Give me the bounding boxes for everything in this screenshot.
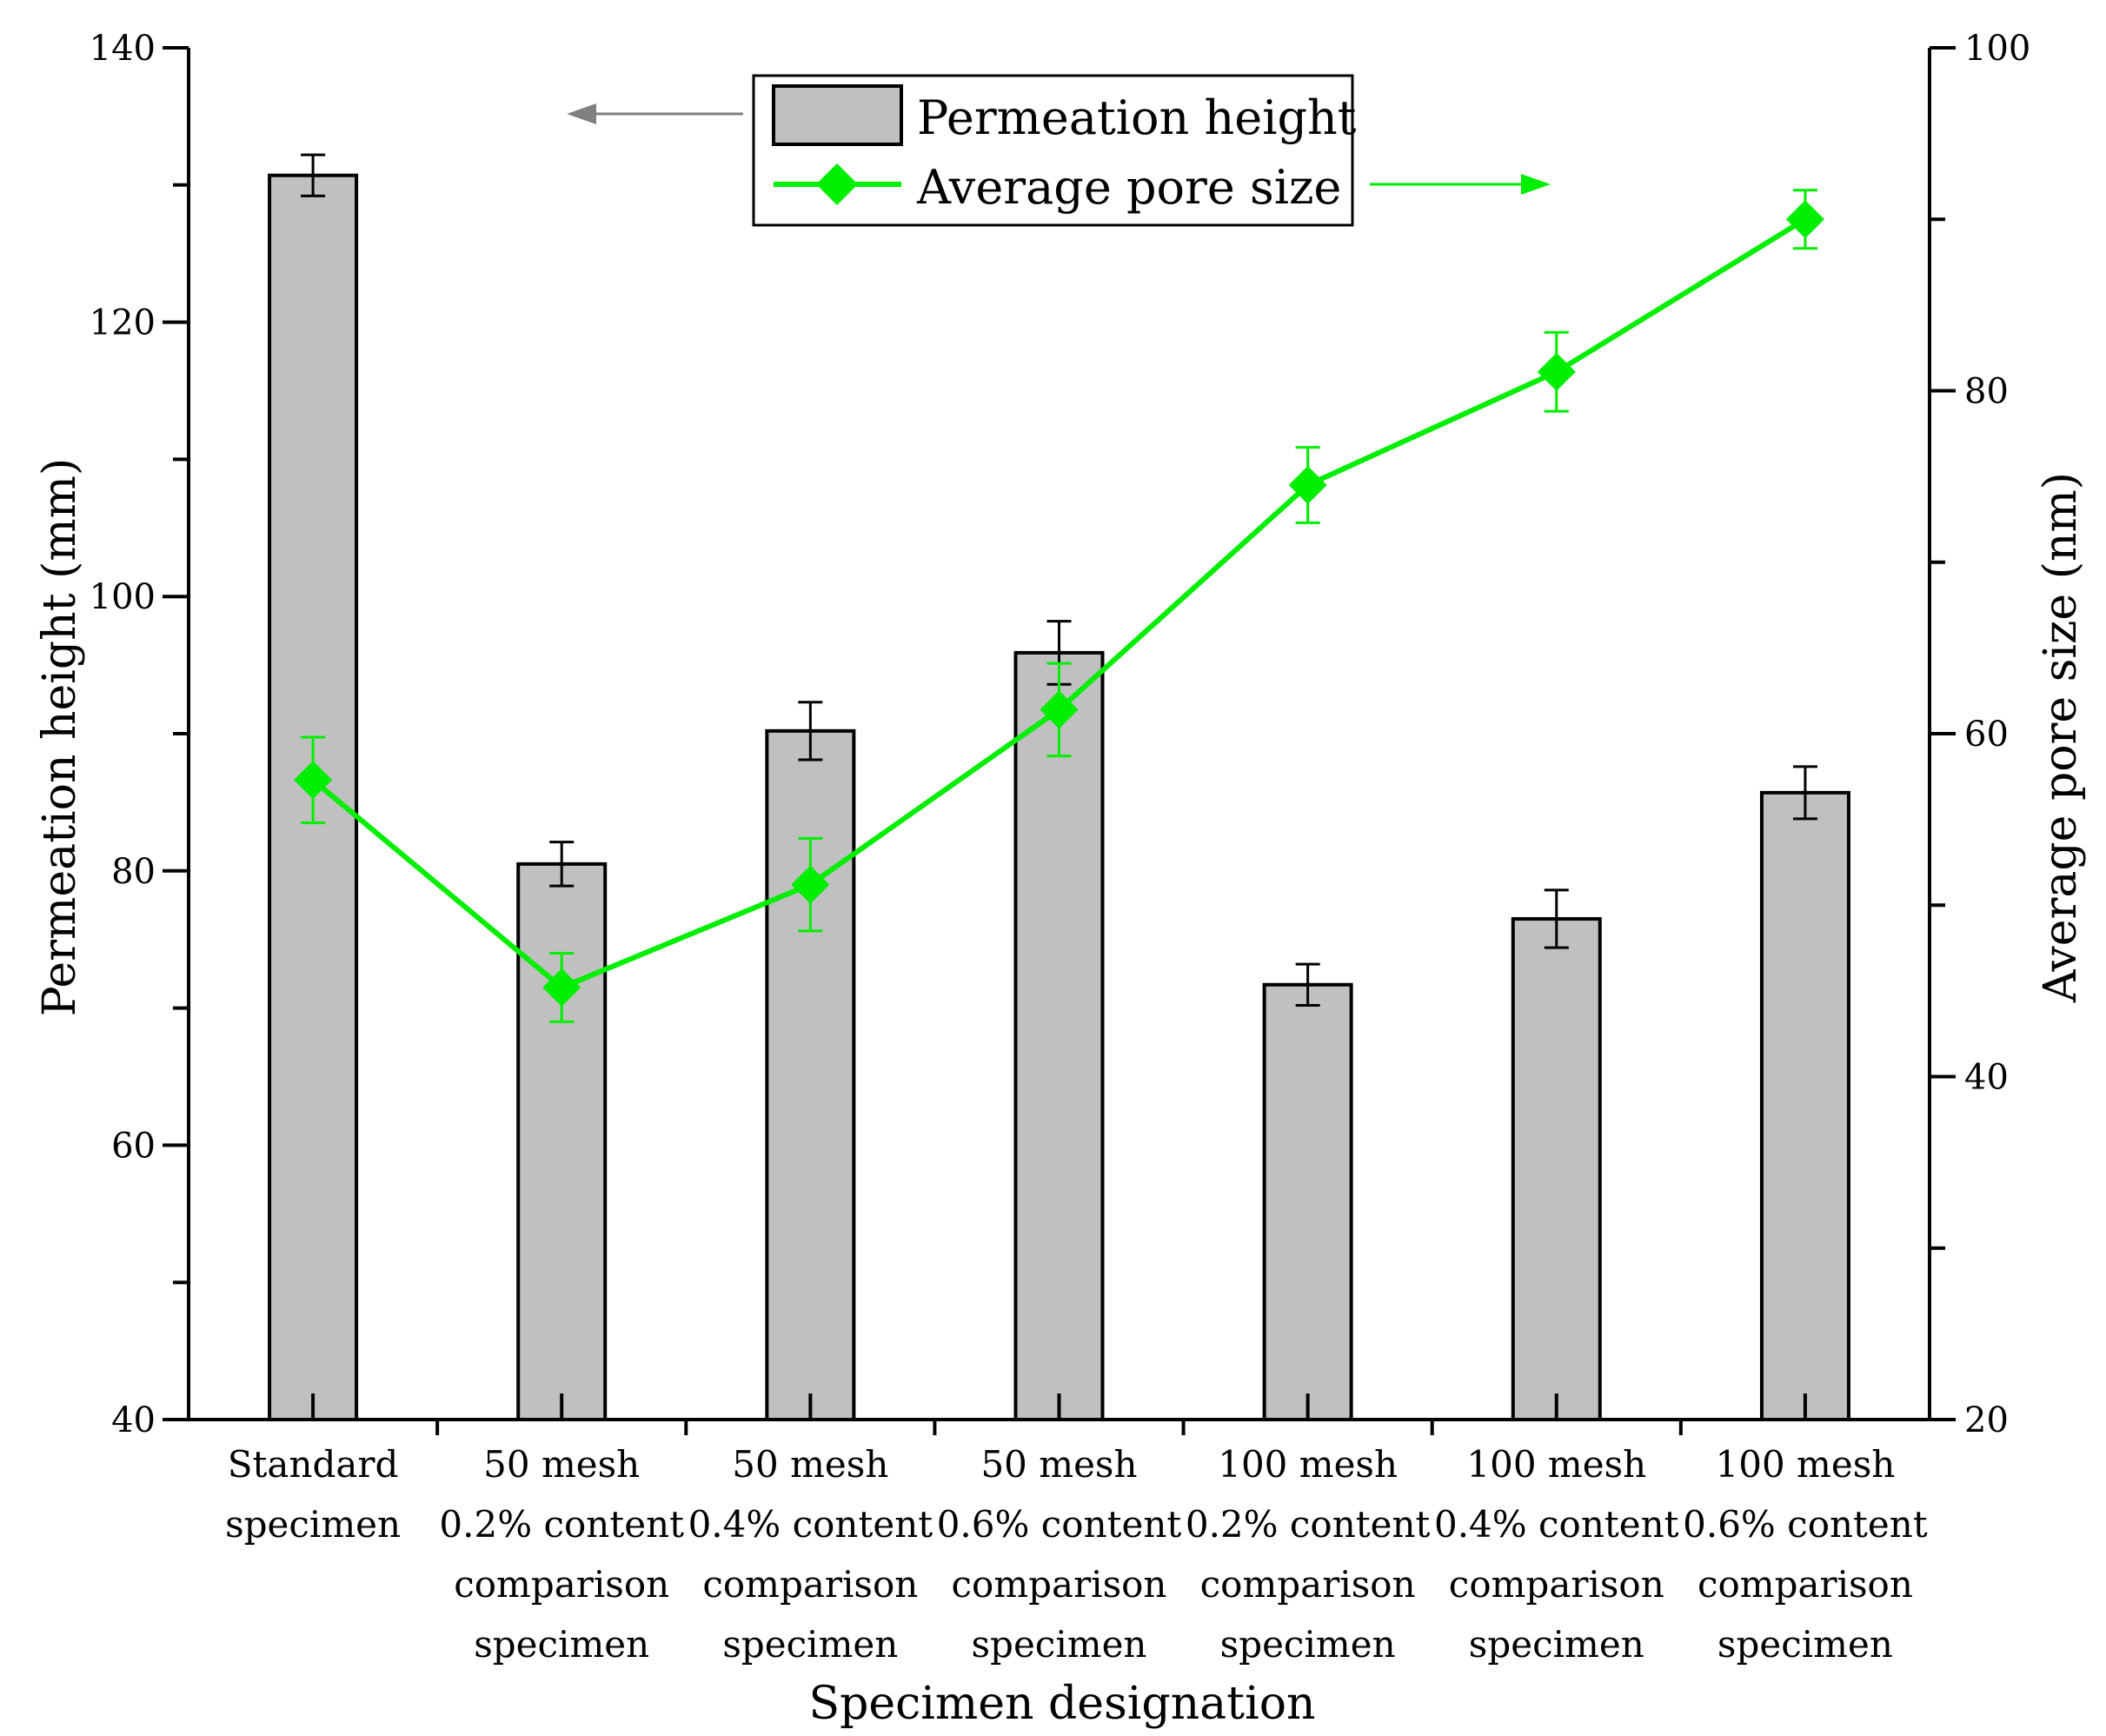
line-layer <box>294 189 1824 1023</box>
bar-3 <box>1013 650 1105 1421</box>
right-tick-label-0: 20 <box>1964 1400 2009 1440</box>
category-label-1: 50 mesh 0.2% content comparison specimen <box>439 1443 684 1666</box>
right-tick-label-4: 100 <box>1964 29 2030 69</box>
left-tick-label-1: 60 <box>111 1126 156 1166</box>
left-tick-label-3: 100 <box>90 577 156 617</box>
x-axis-title: Specimen designation <box>808 1678 1315 1730</box>
right-tick-label-3: 80 <box>1964 372 2009 412</box>
labels-layer: 40 60 80 100 120 140 20 40 60 80 100 Standard specim… <box>90 29 2031 1666</box>
right-arrow-head <box>1521 174 1551 195</box>
bar-4 <box>1262 982 1353 1422</box>
left-axis-title: Permeation height (mm) <box>34 458 86 1017</box>
pore-size-marker-4 <box>1288 465 1327 504</box>
left-tick-label-2: 80 <box>111 852 156 892</box>
category-label-0: Standard specimen <box>225 1443 401 1546</box>
right-tick-label-1: 40 <box>1964 1058 2009 1098</box>
category-label-4: 100 mesh 0.2% content comparison specimen <box>1186 1443 1431 1666</box>
pore-size-marker-6 <box>1785 200 1824 239</box>
legend: Permeation height Average pore size <box>752 74 1357 227</box>
bar-2 <box>765 728 856 1421</box>
category-label-3: 50 mesh 0.6% content comparison specimen <box>937 1443 1182 1666</box>
pore-size-marker-0 <box>294 761 333 800</box>
left-tick-label-4: 120 <box>90 303 156 343</box>
legend-bar-swatch <box>772 84 903 146</box>
left-tick-label-5: 140 <box>90 29 156 69</box>
right-tick-label-2: 60 <box>1964 715 2009 755</box>
left-arrow-head <box>567 103 596 124</box>
axes-layer <box>163 46 1956 1435</box>
category-label-2: 50 mesh 0.4% content comparison specimen <box>688 1443 933 1666</box>
pore-size-marker-3 <box>1040 690 1079 729</box>
bar-1 <box>516 861 608 1421</box>
pore-size-marker-1 <box>542 968 581 1007</box>
legend-label-permeation-height: Permeation height <box>917 90 1357 145</box>
pore-size-marker-2 <box>791 865 830 904</box>
bar-6 <box>1759 790 1850 1421</box>
bars-layer <box>268 173 1850 1422</box>
pore-size-marker-5 <box>1537 352 1576 391</box>
legend-diamond-marker <box>816 163 858 205</box>
annotation-arrows <box>567 103 1551 195</box>
left-tick-label-0: 40 <box>111 1400 156 1440</box>
right-axis-title: Average pore size (nm) <box>2035 472 2087 1003</box>
category-label-5: 100 mesh 0.4% content comparison specimen <box>1434 1443 1679 1666</box>
legend-label-average-pore-size: Average pore size <box>916 160 1341 215</box>
category-label-6: 100 mesh 0.6% content comparison specimen <box>1683 1443 1928 1666</box>
bar-5 <box>1511 917 1602 1421</box>
